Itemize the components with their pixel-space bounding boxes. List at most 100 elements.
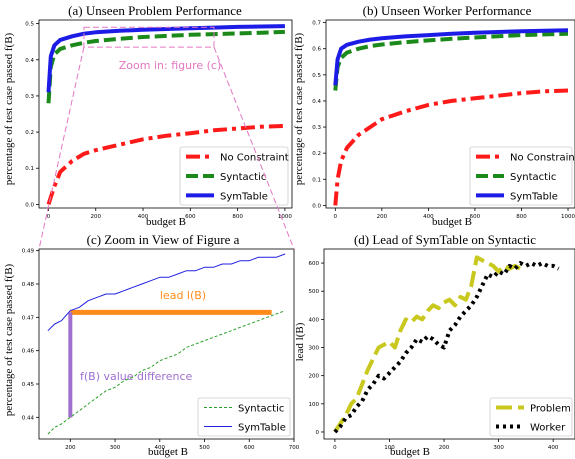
panel-d-ytick-label: 0	[316, 430, 320, 436]
panel-d-legend-label: Worker	[530, 423, 566, 434]
panel-a-xtick-label: 400	[138, 214, 149, 220]
zoom-box	[83, 26, 215, 48]
panel-b-legend-label: SymTable	[510, 191, 558, 202]
panel-d-ytick-label: 100	[309, 402, 320, 408]
panel-a-title: (a) Unseen Problem Performance	[68, 3, 242, 18]
panel-b: (b) Unseen Worker Performance budget B p…	[293, 3, 575, 228]
panel-b-legend: No Constraint Syntactic SymTable	[469, 146, 575, 206]
panel-d-xtick-label: 400	[548, 445, 559, 451]
panel-c-series-syntactic	[47, 310, 286, 435]
panel-c-title: (c) Zoom in View of Figure a	[87, 232, 240, 247]
panel-a-xlabel: budget B	[146, 216, 186, 228]
panel-b-series-no-constraint	[333, 88, 569, 206]
panel-a-ytick-label: 0.2	[25, 130, 34, 136]
panel-d-legend-label: Problem	[530, 404, 571, 415]
panel-a-xtick-label: 600	[185, 214, 196, 220]
panel-a-xtick-label: 800	[232, 214, 243, 220]
panel-a-series-syntactic	[46, 29, 285, 104]
panel-a-xtick-label: 0	[47, 214, 51, 220]
panel-d-ytick-label: 300	[309, 346, 320, 352]
panel-d-ytick-label: 500	[309, 289, 320, 295]
panel-b-title: (b) Unseen Worker Performance	[363, 3, 532, 18]
panel-a-ylabel: percentage of test case passed f(B)	[3, 32, 15, 185]
panel-b-xtick-label: 600	[470, 214, 481, 220]
panel-a-ytick-label: 0.1	[25, 166, 34, 172]
panel-a-frame	[38, 19, 293, 209]
panel-d-xlabel: budget B	[390, 446, 430, 458]
panel-c-xtick-label: 500	[199, 445, 210, 451]
panel-a-legend: No Constraint Syntactic SymTable	[179, 146, 289, 206]
panel-c-ytick-label: 0.46	[22, 349, 35, 355]
panel-d-ylabel: lead l(B)	[294, 322, 306, 361]
panel-c-ytick-label: 0.49	[22, 249, 35, 255]
panel-d-xtick-label: 300	[493, 445, 504, 451]
panel-c-ytick-label: 0.44	[22, 415, 35, 421]
panel-b-ytick-label: 0.3	[312, 125, 321, 131]
lead-label: lead l(B)	[160, 289, 206, 302]
panel-b-xtick-label: 1000	[561, 214, 575, 220]
panel-b-ytick-label: 0.0	[312, 203, 321, 209]
panel-a-series-symtable	[46, 24, 285, 93]
panel-d-title: (d) Lead of SymTable on Syntactic	[354, 232, 536, 247]
panel-b-legend-box	[469, 146, 573, 206]
panel-d-series-problem	[333, 255, 522, 434]
panel-a-legend-box	[179, 146, 289, 206]
panel-c-legend-label: Syntactic	[238, 404, 284, 415]
panel-c-xtick-label: 600	[244, 445, 255, 451]
panel-c-ytick-label: 0.48	[22, 282, 35, 288]
panel-b-ytick-label: 0.6	[312, 47, 321, 53]
panel-b-xtick-label: 0	[334, 214, 338, 220]
panel-c-ytick-label: 0.45	[22, 382, 35, 388]
panel-d-xtick-label: 0	[333, 445, 337, 451]
panel-d-ytick-label: 200	[309, 374, 320, 380]
panel-d-xtick-label: 100	[384, 445, 395, 451]
panel-b-ylabel: percentage of test case passed f(B)	[293, 32, 305, 185]
panel-c-legend-label: SymTable	[238, 423, 286, 434]
panel-d: (d) Lead of SymTable on Syntactic budget…	[294, 232, 575, 458]
fdiff-label: f(B) value difference	[80, 370, 192, 383]
panel-b-legend-label: Syntactic	[510, 172, 556, 183]
panel-b-series-symtable	[333, 28, 569, 86]
zoom-annotation: Zoom in: figure (c)	[119, 59, 222, 72]
panel-d-frame	[323, 248, 575, 440]
panel-c: (c) Zoom in View of Figure a budget B pe…	[3, 232, 300, 458]
panel-a-xtick-label: 1000	[278, 214, 292, 220]
panel-b-ytick-label: 0.5	[312, 73, 321, 79]
panel-c-xtick-label: 700	[289, 445, 300, 451]
panel-b-ytick-label: 0.2	[312, 151, 321, 157]
panel-b-legend-label: No Constraint	[510, 153, 575, 164]
panel-d-xtick-label: 200	[439, 445, 450, 451]
panel-b-ytick-label: 0.4	[312, 99, 321, 105]
panel-a-ytick-label: 0.0	[25, 202, 34, 208]
panel-b-frame	[325, 19, 575, 209]
panel-b-xtick-label: 800	[516, 214, 527, 220]
panel-a-ytick-label: 0.5	[25, 22, 34, 28]
panel-b-ytick-label: 0.1	[312, 177, 321, 183]
panel-c-xtick-label: 300	[110, 445, 121, 451]
panel-a-xtick-label: 200	[90, 214, 101, 220]
panel-c-xtick-label: 400	[155, 445, 166, 451]
panel-c-frame	[38, 248, 295, 440]
panel-a: (a) Unseen Problem Performance budget B …	[3, 3, 292, 228]
zoom-connector-right	[213, 46, 295, 250]
panel-a-ytick-label: 0.3	[25, 94, 34, 100]
panel-c-xlabel: budget B	[148, 446, 188, 458]
panel-d-ytick-label: 400	[309, 317, 320, 323]
panel-b-series-syntactic	[333, 31, 569, 91]
panel-b-xtick-label: 200	[377, 214, 388, 220]
panel-a-legend-label: SymTable	[220, 191, 268, 202]
panel-a-ytick-label: 0.4	[25, 58, 34, 64]
panel-c-ytick-label: 0.47	[22, 315, 35, 321]
panel-c-legend: Syntactic SymTable	[197, 397, 291, 437]
panel-c-xtick-label: 200	[65, 445, 76, 451]
panel-c-ylabel: percentage of test case passed f(B)	[3, 263, 15, 416]
panel-b-ytick-label: 0.7	[312, 21, 321, 27]
panel-a-legend-label: No Constraint	[220, 153, 289, 164]
panel-a-legend-label: Syntactic	[220, 172, 266, 183]
zoom-connector-left	[38, 47, 85, 250]
panel-b-xtick-label: 400	[423, 214, 434, 220]
panel-b-xlabel: budget B	[432, 216, 472, 228]
panel-d-series-worker	[333, 261, 560, 434]
panel-c-series-symtable	[47, 253, 286, 332]
